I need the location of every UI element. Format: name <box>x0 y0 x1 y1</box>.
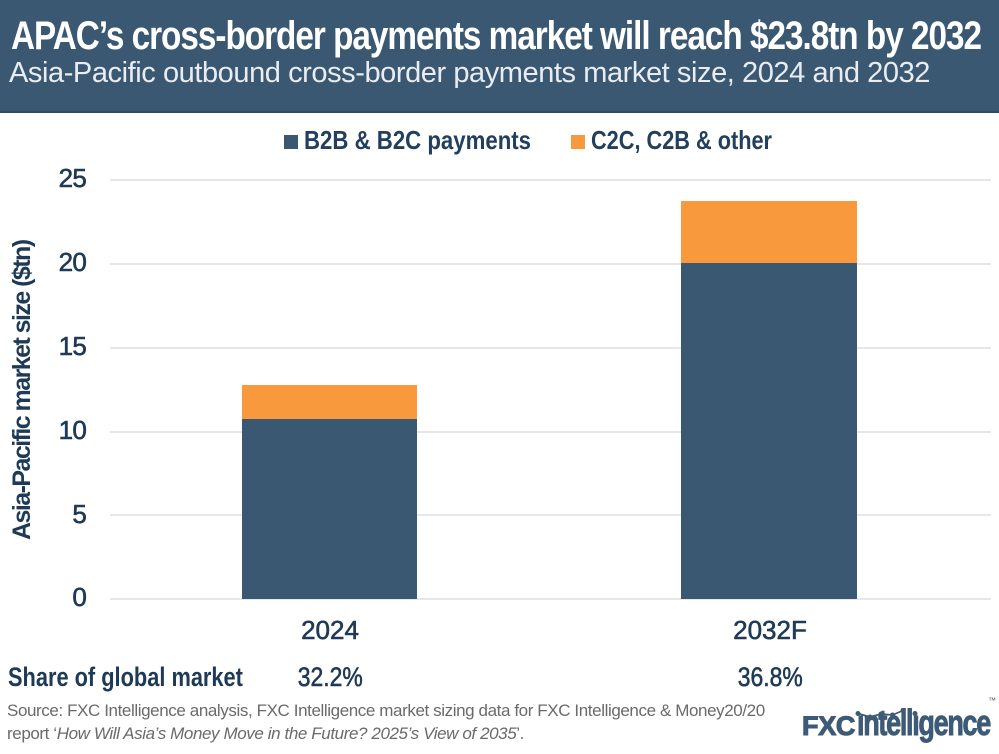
svg-text:™: ™ <box>988 696 996 705</box>
svg-text:ıntellıgence: ıntellıgence <box>857 702 991 743</box>
svg-text:FXC: FXC <box>802 711 855 741</box>
